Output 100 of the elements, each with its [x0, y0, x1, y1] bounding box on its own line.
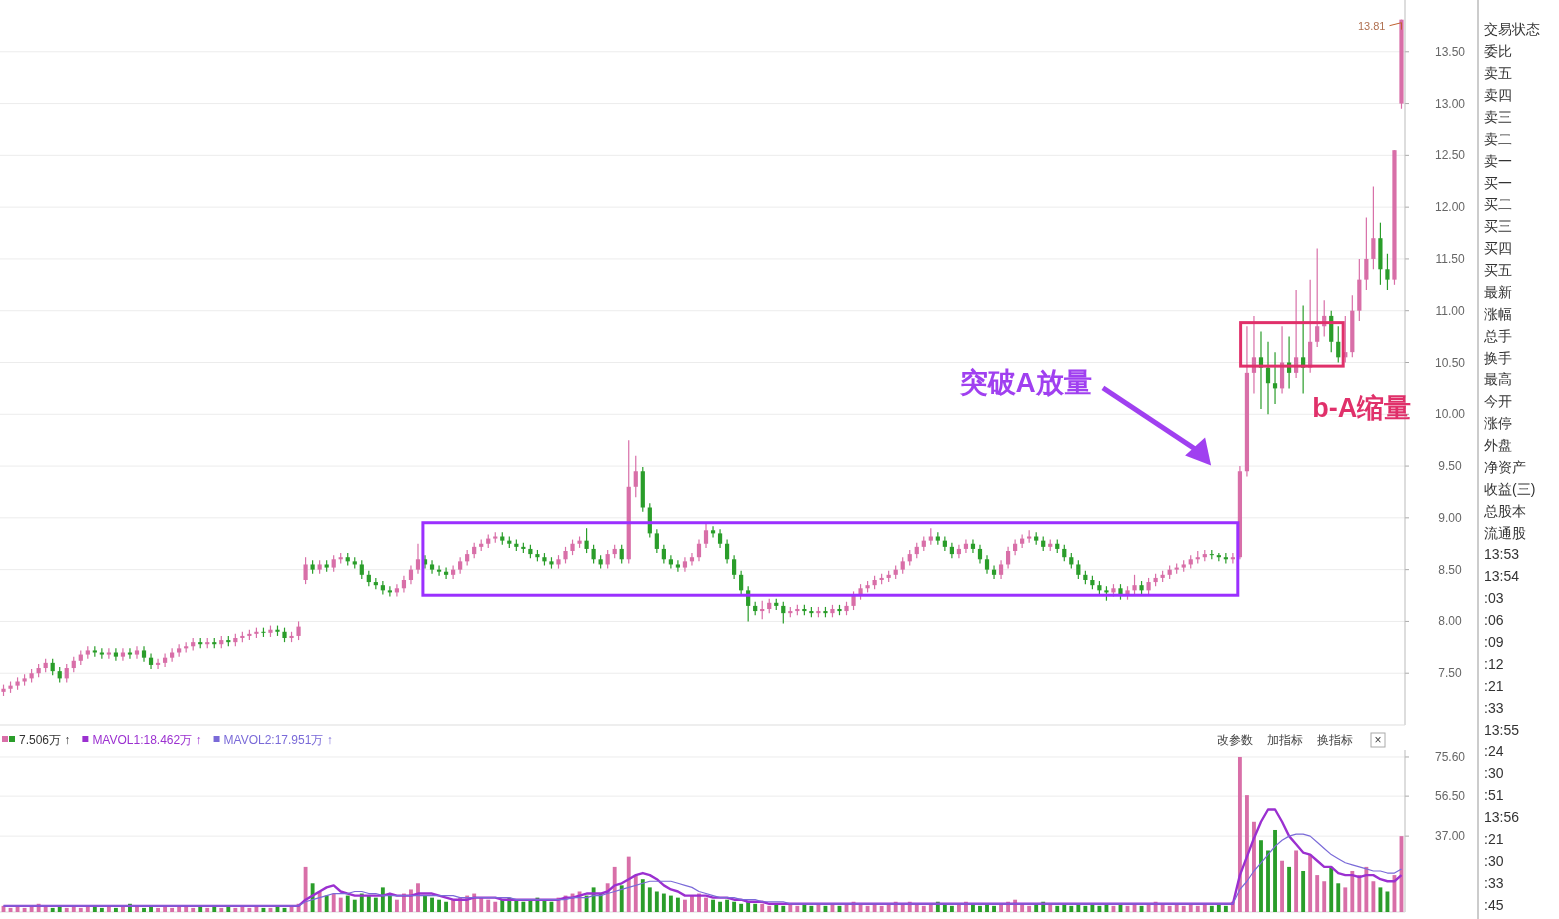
y-tick-label: 13.50	[1434, 44, 1466, 59]
bar	[690, 895, 694, 912]
text: 换指标	[1317, 733, 1353, 747]
bar	[865, 905, 870, 912]
text: :21	[1484, 830, 1504, 847]
text: ×	[1374, 733, 1382, 747]
text: 买一	[1484, 174, 1512, 191]
bar	[142, 907, 146, 912]
bar	[584, 895, 589, 912]
y-tick-label: 13.00	[1434, 96, 1466, 111]
y-tick-label: 8.00	[1438, 614, 1462, 629]
text: :51	[1484, 787, 1504, 804]
y-tick-label: 10.50	[1434, 355, 1466, 370]
bar	[1357, 875, 1362, 912]
max-label: 13.81	[1357, 19, 1402, 32]
y-tick-label: 9.00	[1438, 510, 1462, 525]
bar	[1308, 854, 1313, 912]
legend-label: 7.506万 ↑	[19, 733, 71, 747]
y-tick-label: 7.50	[1438, 666, 1462, 681]
bar	[1280, 860, 1284, 912]
bar	[809, 905, 814, 912]
bar	[732, 901, 737, 912]
text: 外盘	[1484, 437, 1512, 454]
text: :06	[1484, 612, 1504, 629]
bar	[500, 899, 505, 912]
bar	[303, 866, 308, 912]
bar	[1329, 866, 1334, 912]
text: 总手	[1483, 327, 1512, 344]
y-tick-label: 11.00	[1435, 303, 1465, 318]
bar	[879, 905, 884, 912]
bar	[626, 856, 631, 912]
y-tick-label: 56.50	[1434, 789, 1466, 804]
bar	[711, 899, 715, 912]
text: :33	[1484, 874, 1504, 891]
bar	[978, 905, 982, 912]
bar	[219, 907, 224, 912]
annotation: 突破A放量	[958, 366, 1092, 398]
bar	[1195, 905, 1200, 912]
bar	[1181, 905, 1186, 912]
bar	[1301, 870, 1306, 912]
bar	[324, 895, 329, 912]
bar	[1259, 840, 1263, 912]
text: 卖五	[1484, 65, 1512, 82]
bar	[345, 895, 350, 912]
bar	[795, 905, 800, 912]
bar	[1167, 905, 1172, 912]
bar	[1223, 905, 1228, 912]
bar	[675, 897, 680, 912]
bar	[331, 893, 336, 912]
text: 13:53	[1484, 546, 1520, 563]
bar	[486, 899, 491, 912]
bar	[99, 907, 104, 912]
text: 净资产	[1484, 458, 1526, 475]
bar	[746, 901, 751, 912]
bar	[1343, 887, 1348, 912]
bar	[233, 907, 238, 912]
y-tick-label: 9.50	[1438, 459, 1462, 474]
bar	[753, 903, 758, 912]
bar	[1097, 905, 1102, 912]
text: 卖一	[1484, 152, 1512, 169]
y-tick-label: 37.00	[1434, 829, 1466, 844]
bar	[387, 895, 392, 912]
bar	[1237, 756, 1242, 912]
legend-item: MAVOL1:18.462万 ↑	[82, 733, 202, 747]
bar	[352, 899, 357, 912]
text: 13:56	[1484, 809, 1520, 826]
bar	[64, 907, 69, 912]
bar	[647, 887, 652, 912]
bar	[1083, 905, 1088, 912]
bar	[366, 895, 371, 912]
bar	[683, 899, 687, 912]
bar	[654, 891, 659, 912]
bar	[1371, 881, 1376, 912]
bar	[394, 899, 399, 912]
text: 换手	[1484, 349, 1512, 366]
y-tick-label: 11.50	[1435, 251, 1465, 266]
text: 卖四	[1484, 87, 1512, 104]
legend-item: 7.506万 ↑	[2, 733, 71, 747]
text: 流通股	[1484, 524, 1526, 541]
bar	[1315, 875, 1320, 912]
bar	[78, 907, 83, 912]
text: 总股本	[1483, 502, 1526, 519]
bar	[493, 901, 498, 912]
bar	[1350, 870, 1355, 912]
bar	[113, 907, 118, 912]
text: 最新	[1484, 283, 1512, 300]
bar	[170, 907, 175, 912]
bar	[1245, 795, 1249, 912]
annotation: 13.81	[1357, 19, 1386, 32]
bar	[444, 901, 449, 912]
bar	[767, 905, 772, 912]
text: :30	[1484, 852, 1504, 869]
bar	[619, 885, 624, 912]
bar	[612, 866, 617, 912]
text: 买三	[1484, 218, 1512, 235]
text: 买二	[1484, 196, 1512, 213]
bar	[760, 903, 765, 912]
bar	[247, 907, 252, 912]
bar	[50, 907, 55, 912]
bar	[191, 907, 196, 912]
